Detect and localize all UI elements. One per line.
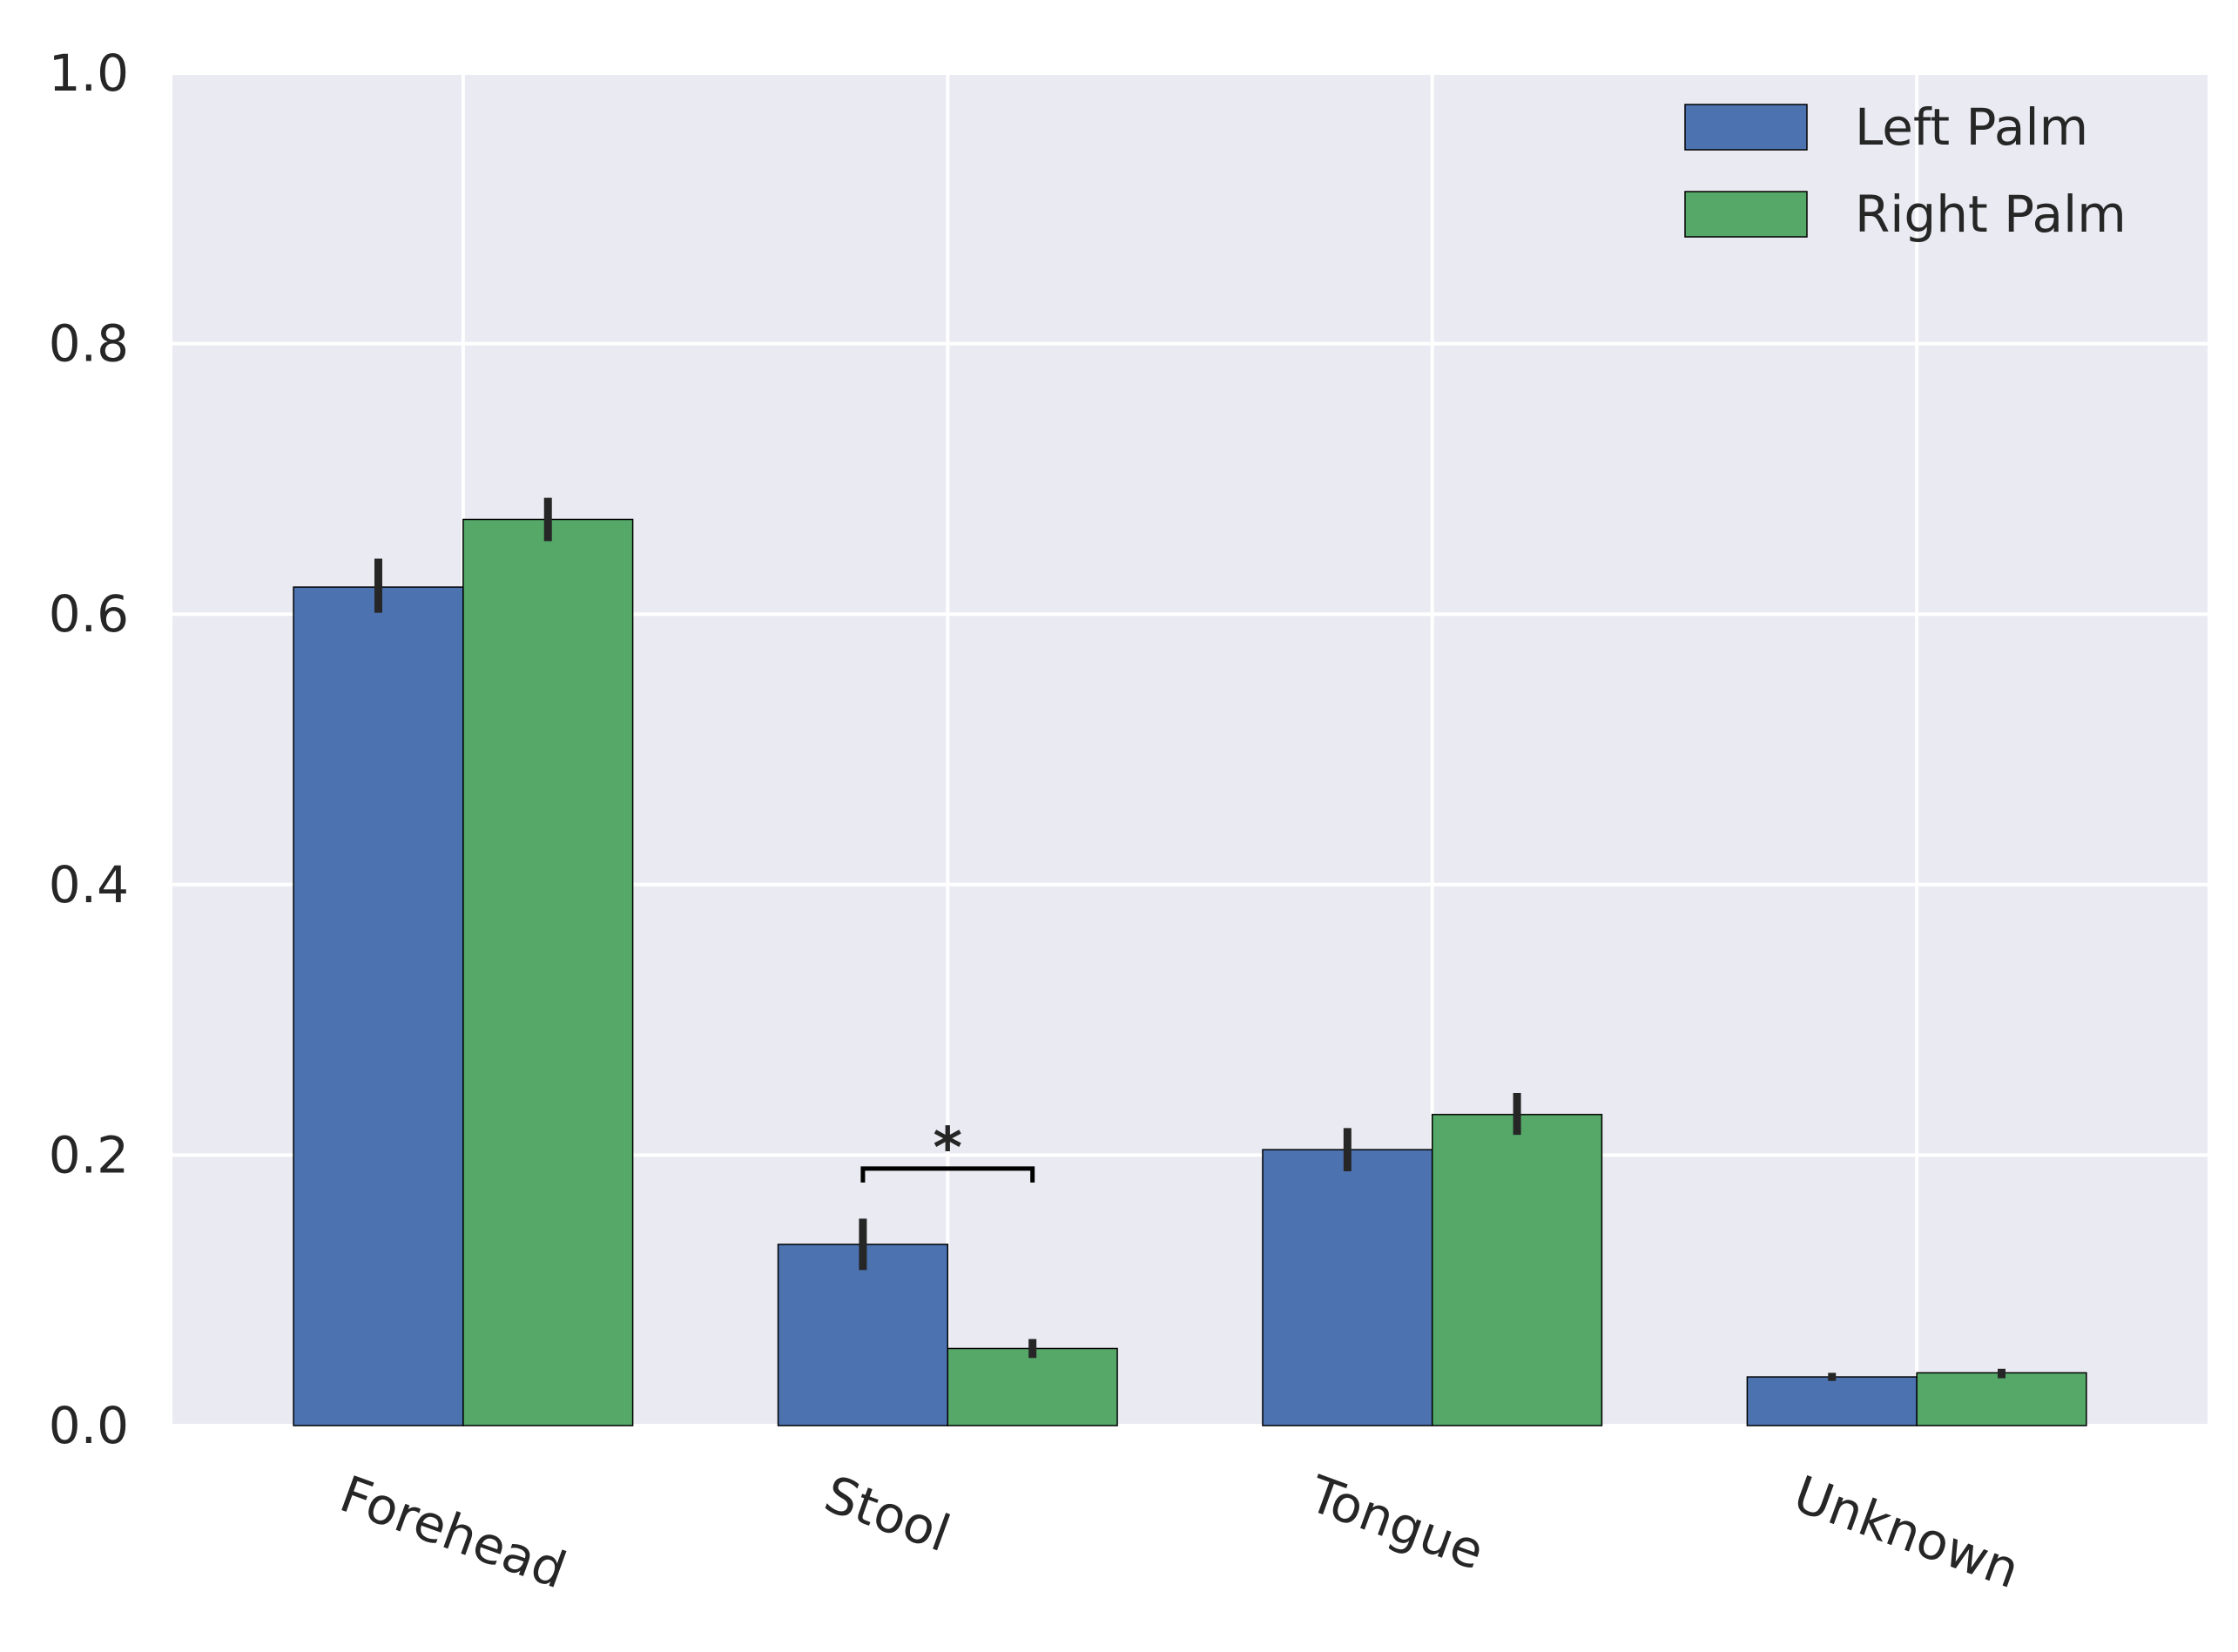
- bar-right-palm-tongue: [1431, 1114, 1603, 1426]
- bar-right-palm-stool: [947, 1347, 1118, 1426]
- legend-swatch: [1684, 104, 1808, 151]
- legend-swatch: [1684, 191, 1808, 238]
- significance-bracket: [860, 1166, 1035, 1183]
- x-tick-label: Stool: [817, 1464, 957, 1563]
- bar-left-palm-tongue: [1262, 1149, 1433, 1426]
- legend-label: Right Palm: [1855, 185, 2127, 244]
- bar-right-palm-forehead: [462, 518, 634, 1426]
- significance-annotations: *: [860, 1116, 1035, 1183]
- y-tick-labels: 0.0 0.2 0.4 0.6 0.8 1.0: [49, 44, 129, 1455]
- y-tick-label: 0.4: [49, 855, 129, 914]
- significance-label: *: [934, 1116, 962, 1181]
- legend-label: Left Palm: [1855, 98, 2088, 157]
- x-tick-label: Unknown: [1786, 1464, 2026, 1600]
- y-tick-label: 0.8: [49, 314, 129, 374]
- bar-right-palm-unknown: [1916, 1372, 2087, 1426]
- y-tick-label: 0.2: [49, 1125, 129, 1184]
- bar-left-palm-forehead: [293, 586, 464, 1426]
- x-tick-label: Forehead: [333, 1464, 574, 1600]
- bars: [293, 518, 2087, 1426]
- legend: Left Palm Right Palm: [1684, 98, 2127, 244]
- y-tick-label: 1.0: [49, 44, 129, 103]
- bar-left-palm-unknown: [1746, 1376, 1918, 1426]
- y-tick-label: 0.0: [49, 1396, 129, 1455]
- x-tick-labels: Forehead Stool Tongue Unknown: [333, 1464, 2027, 1601]
- error-bars: [374, 497, 2006, 1381]
- x-tick-label: Tongue: [1301, 1464, 1492, 1581]
- y-tick-label: 0.6: [49, 584, 129, 644]
- bar-left-palm-stool: [777, 1244, 949, 1426]
